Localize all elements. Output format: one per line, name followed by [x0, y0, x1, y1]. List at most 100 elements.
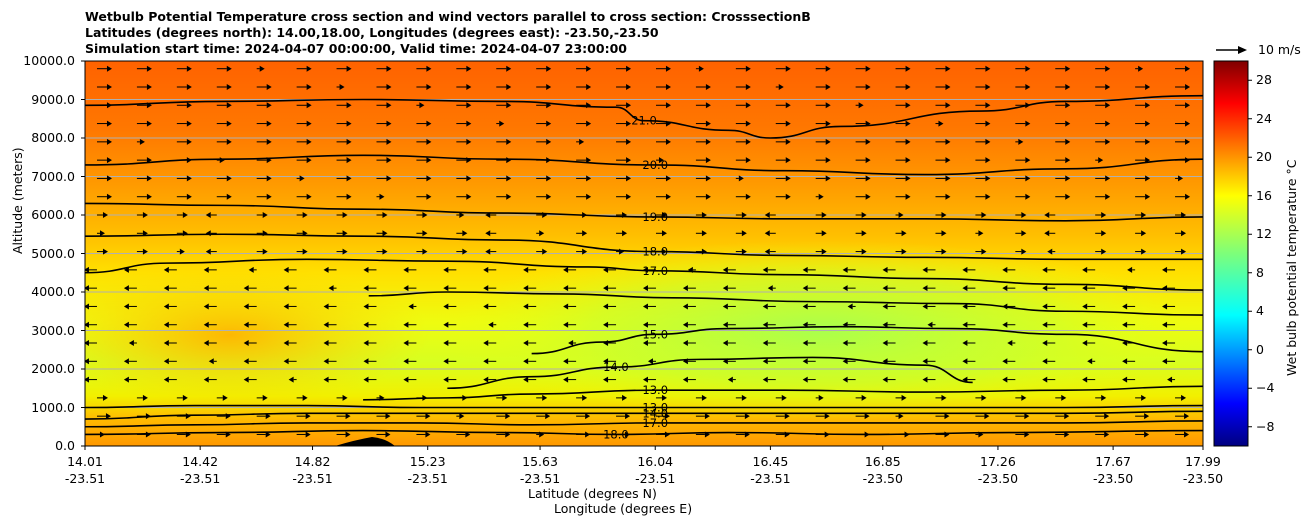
- wind-arrowhead: [443, 340, 449, 347]
- wind-arrowhead: [1098, 157, 1104, 164]
- wind-arrowhead: [123, 376, 129, 383]
- wind-arrowhead: [682, 303, 688, 310]
- wind-arrowhead: [1184, 413, 1190, 420]
- x-tick-label: 14.01 -23.51: [64, 454, 106, 486]
- wind-arrowhead: [363, 266, 369, 273]
- wind-arrowhead: [1082, 266, 1088, 273]
- wind-arrowhead: [705, 120, 711, 127]
- y-tick-label: 10000.0: [23, 53, 75, 68]
- wind-arrowhead: [563, 266, 569, 273]
- wind-arrowhead: [785, 102, 791, 109]
- wind-arrowhead: [163, 266, 169, 273]
- wind-arrowhead: [1025, 157, 1031, 164]
- wind-arrowhead: [861, 394, 867, 401]
- wind-arrowhead: [1185, 65, 1191, 72]
- wind-arrowhead: [682, 340, 688, 347]
- wind-arrowhead: [443, 321, 449, 328]
- wind-arrowhead: [1025, 175, 1031, 182]
- wind-arrowhead: [1082, 340, 1088, 347]
- wind-arrowhead: [661, 230, 667, 237]
- wind-arrowhead: [945, 83, 951, 90]
- wind-arrowhead: [106, 193, 112, 200]
- wind-arrowhead: [905, 120, 911, 127]
- wind-arrowhead: [466, 65, 472, 72]
- wind-arrowhead: [922, 358, 928, 365]
- wind-arrowhead: [1025, 193, 1031, 200]
- wind-arrowhead: [342, 248, 348, 255]
- wind-arrowhead: [664, 413, 670, 420]
- wind-arrowhead: [1065, 138, 1071, 145]
- wind-arrowhead: [1042, 285, 1048, 292]
- wind-arrowhead: [105, 413, 111, 420]
- wind-arrowhead: [106, 175, 112, 182]
- wind-arrowhead: [363, 358, 369, 365]
- wind-arrowhead: [858, 102, 864, 109]
- wind-arrowhead: [1007, 340, 1013, 347]
- wind-arrowhead: [563, 321, 569, 328]
- wind-arrowhead: [922, 266, 928, 273]
- x-tick-label: 17.99 -23.50: [1182, 454, 1224, 486]
- wind-arrowhead: [506, 138, 512, 145]
- wind-arrowhead: [363, 303, 369, 310]
- wind-arrowhead: [265, 431, 271, 438]
- wind-arrowhead: [523, 376, 529, 383]
- wind-arrowhead: [842, 358, 848, 365]
- wind-arrowhead: [139, 138, 145, 145]
- wind-arrowhead: [203, 285, 209, 292]
- wind-arrowhead: [882, 303, 888, 310]
- wind-arrowhead: [665, 83, 671, 90]
- wind-arrowhead: [1122, 358, 1128, 365]
- wind-arrowhead: [483, 266, 489, 273]
- wind-arrowhead: [626, 157, 632, 164]
- colorbar-tick-label: −8: [1256, 418, 1275, 434]
- wind-arrowhead: [85, 285, 89, 292]
- wind-arrowhead: [1021, 394, 1027, 401]
- x-axis-label: Latitude (degrees N): [528, 486, 657, 501]
- x-tick-label: 15.63 -23.51: [519, 454, 561, 486]
- wind-arrowhead: [821, 212, 827, 218]
- wind-arrowhead: [582, 394, 588, 401]
- wind-arrowhead: [626, 193, 632, 200]
- wind-arrowhead: [1047, 248, 1053, 255]
- wind-arrowhead: [243, 340, 249, 347]
- wind-arrowhead: [1065, 193, 1071, 200]
- wind-arrowhead: [506, 175, 512, 182]
- wind-arrowhead: [825, 157, 831, 164]
- contour-label: 21.0: [631, 114, 657, 128]
- wind-arrowhead: [346, 157, 352, 164]
- wind-arrowhead: [785, 138, 791, 145]
- wind-arrowhead: [546, 175, 552, 182]
- wind-arrowhead: [625, 413, 631, 420]
- contour-line: [363, 385, 1203, 401]
- wind-arrowhead: [226, 102, 232, 109]
- wind-arrowhead: [302, 394, 308, 401]
- wind-arrowhead: [1185, 138, 1191, 145]
- wind-arrowhead: [539, 230, 545, 237]
- wind-arrowhead: [1002, 358, 1008, 365]
- y-tick-label: 2000.0: [31, 361, 75, 376]
- wind-arrowhead: [283, 321, 289, 328]
- wind-arrowhead: [382, 230, 388, 237]
- wind-arrowhead: [142, 248, 148, 255]
- contour-label: 13.0: [642, 401, 668, 415]
- wind-arrowhead: [403, 321, 409, 328]
- wind-arrowhead: [985, 138, 991, 145]
- wind-arrowhead: [243, 376, 249, 383]
- wind-arrowhead: [226, 120, 232, 127]
- wind-arrowhead: [163, 376, 169, 383]
- wind-arrowhead: [346, 138, 352, 145]
- wind-arrowhead: [865, 157, 871, 164]
- wind-arrowhead: [1122, 303, 1128, 310]
- contour-line: [447, 356, 973, 390]
- wind-arrowhead: [306, 102, 312, 109]
- contour-line: [85, 233, 1203, 261]
- wind-arrowhead: [483, 285, 489, 292]
- wind-arrowhead: [901, 248, 907, 255]
- wind-arrowhead: [426, 138, 432, 145]
- y-tick-label: 7000.0: [31, 168, 75, 184]
- wind-arrowhead: [978, 230, 984, 237]
- wind-arrowhead: [647, 358, 653, 365]
- wind-arrowhead: [941, 212, 947, 218]
- y-tick-label: 8000.0: [31, 130, 75, 145]
- wind-arrowhead: [205, 212, 211, 218]
